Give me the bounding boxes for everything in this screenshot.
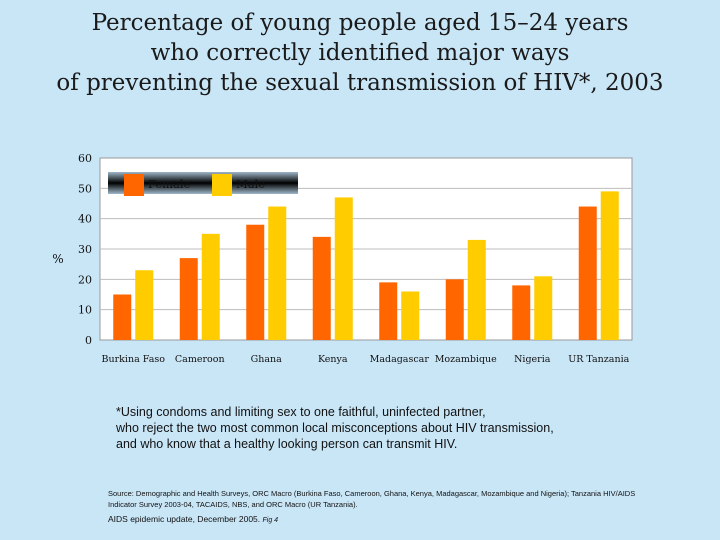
title-line-3: of preventing the sexual transmission of… (56, 70, 664, 96)
footnote-line-2: who reject the two most common local mis… (116, 421, 554, 435)
legend-label-male: Male (236, 177, 265, 191)
legend-swatch-male (212, 174, 232, 196)
bar-female (179, 258, 198, 340)
bar-male (467, 239, 486, 340)
bar-male (334, 197, 353, 340)
update-text: AIDS epidemic update, December 2005 (108, 514, 258, 524)
y-tick-label: 20 (78, 273, 92, 286)
bar-male (201, 233, 220, 340)
title-line-1: Percentage of young people aged 15–24 ye… (91, 10, 629, 36)
x-tick-label: Mozambique (435, 354, 497, 365)
x-tick-label: UR Tanzania (568, 354, 629, 365)
bar-male (268, 206, 287, 340)
source-line-2: Indicator Survey 2003-04, TACAIDS, NBS, … (108, 500, 358, 509)
figure-ref: Fig 4 (262, 517, 279, 524)
y-tick-label: 50 (78, 182, 92, 195)
bar-male (534, 276, 553, 340)
y-tick-label: 60 (78, 152, 92, 165)
y-tick-label: 30 (78, 243, 92, 256)
bar-female (512, 285, 531, 340)
legend-band (108, 172, 298, 194)
y-tick-label: 40 (78, 213, 92, 226)
bar-female (113, 294, 132, 340)
bar-female (312, 236, 331, 340)
x-tick-label: Madagascar (370, 354, 430, 365)
bar-male (135, 270, 154, 340)
x-tick-label: Burkina Faso (102, 354, 166, 365)
y-tick-label: 0 (85, 334, 92, 347)
source-note: Source: Demographic and Health Surveys, … (108, 488, 708, 510)
x-tick-label: Cameroon (175, 354, 225, 365)
chart-title: Percentage of young people aged 15–24 ye… (0, 8, 720, 98)
x-tick-label: Kenya (318, 354, 348, 365)
footnote-line-1: *Using condoms and limiting sex to one f… (116, 405, 486, 419)
footnote: *Using condoms and limiting sex to one f… (116, 404, 706, 452)
footnote-line-3: and who know that a healthy looking pers… (116, 437, 458, 451)
bar-female (578, 206, 597, 340)
bar-chart: 0 10 20 30 40 50 60% Burkina Faso Cameroon Ghana K… (52, 152, 633, 365)
x-tick-label: Ghana (251, 354, 282, 365)
source-line-1: Source: Demographic and Health Surveys, … (108, 489, 636, 498)
y-tick-label: 10 (78, 304, 92, 317)
legend-label-female: Female (148, 177, 191, 191)
publication-line: AIDS epidemic update, December 2005. Fig… (108, 514, 279, 524)
legend-swatch-female (124, 174, 144, 196)
x-tick-label: Nigeria (514, 354, 551, 365)
bar-female (379, 282, 398, 340)
title-line-2: who correctly identified major ways (150, 40, 570, 66)
bar-female (445, 279, 464, 340)
y-axis-label: % (52, 252, 63, 266)
bar-male (401, 291, 420, 340)
bar-female (246, 224, 265, 340)
bar-male (600, 191, 619, 340)
